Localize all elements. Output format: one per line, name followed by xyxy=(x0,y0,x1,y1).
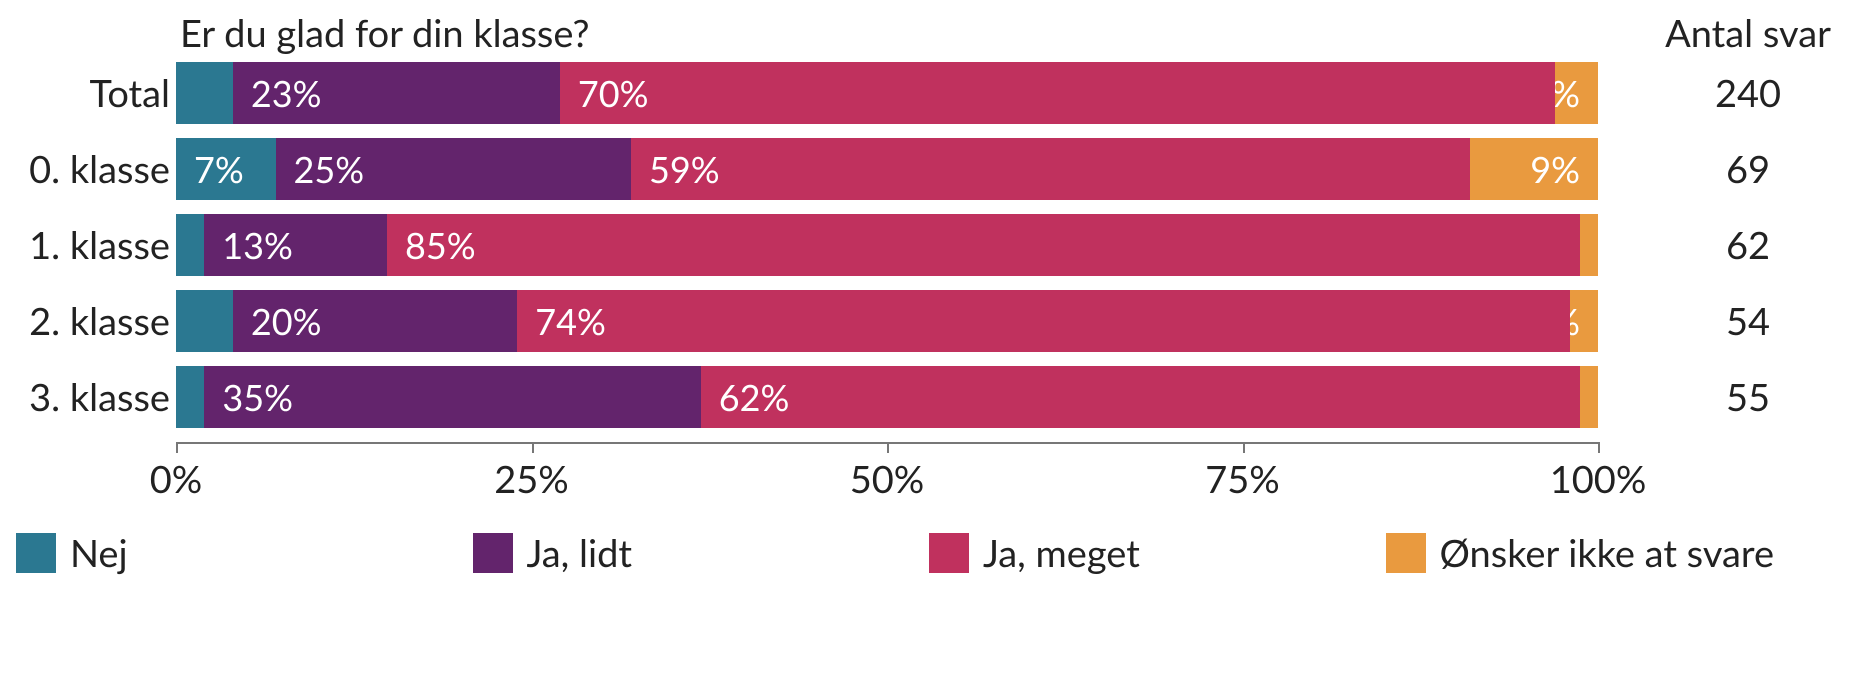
x-axis-tick-label: 50% xyxy=(850,456,925,502)
bar-segment-onsker xyxy=(1580,214,1598,276)
row-label: 1. klasse xyxy=(0,222,176,268)
bar-segment-onsker: 2% xyxy=(1570,290,1598,352)
bar-segment-label: 85% xyxy=(405,223,476,267)
count-header: Antal svar xyxy=(1638,10,1858,56)
bar-row: 1. klasse 13% 85% 62 xyxy=(0,214,1858,276)
bar-segment-label: 23% xyxy=(251,71,322,115)
bar-segment-nej xyxy=(176,214,204,276)
legend-item: Ja, lidt xyxy=(473,530,930,576)
row-count: 62 xyxy=(1638,222,1858,268)
bar-segment-nej xyxy=(176,290,233,352)
x-axis-tick-label: 25% xyxy=(494,456,569,502)
legend-item: Nej xyxy=(16,530,473,576)
bar-segment-label: 13% xyxy=(222,223,293,267)
bar-segment-ja_lidt: 13% xyxy=(204,214,387,276)
legend-label: Ja, meget xyxy=(983,530,1140,576)
row-label: 3. klasse xyxy=(0,374,176,420)
bar-segment-ja_meget: 85% xyxy=(387,214,1580,276)
bar-segment-nej xyxy=(176,62,233,124)
x-axis-tick xyxy=(176,442,178,453)
bar-segment-label: 25% xyxy=(294,147,365,191)
bar-track: 35% 62% 2% xyxy=(176,366,1598,428)
bar-track: 13% 85% xyxy=(176,214,1598,276)
row-label: Total xyxy=(0,70,176,116)
bar-segment-ja_meget: 70% xyxy=(560,62,1555,124)
legend: Nej Ja, lidt Ja, meget Ønsker ikke at svare xyxy=(0,512,1858,594)
x-axis-tick-label: 0% xyxy=(150,456,203,502)
x-axis-area: 0%25%50%75%100% xyxy=(176,442,1598,512)
legend-label: Ønsker ikke at svare xyxy=(1440,530,1775,576)
chart-header: Er du glad for din klasse? Antal svar xyxy=(0,10,1858,56)
chart-title: Er du glad for din klasse? xyxy=(176,10,1598,56)
row-count: 55 xyxy=(1638,374,1858,420)
bar-row: 0. klasse 7% 25% 59% 9% 69 xyxy=(0,138,1858,200)
bar-segment-label: 74% xyxy=(535,299,606,343)
row-count: 240 xyxy=(1638,70,1858,116)
legend-label: Nej xyxy=(70,530,128,576)
legend-label: Ja, lidt xyxy=(527,530,633,576)
bar-segment-onsker: 2% xyxy=(1580,366,1598,428)
legend-swatch xyxy=(473,533,513,573)
legend-item: Ønsker ikke at svare xyxy=(1386,530,1843,576)
bar-segment-label: 35% xyxy=(222,375,293,419)
bar-segment-onsker: 9% xyxy=(1470,138,1598,200)
bar-track: 7% 25% 59% 9% xyxy=(176,138,1598,200)
stacked-bar-chart: Er du glad for din klasse? Antal svar To… xyxy=(0,0,1858,594)
legend-swatch xyxy=(929,533,969,573)
bar-row: 2. klasse 20% 74% 2% 54 xyxy=(0,290,1858,352)
legend-swatch xyxy=(1386,533,1426,573)
legend-item: Ja, meget xyxy=(929,530,1386,576)
x-axis-tick-label: 100% xyxy=(1550,456,1647,502)
bar-segment-onsker: 3% xyxy=(1555,62,1598,124)
bar-segment-ja_lidt: 35% xyxy=(204,366,700,428)
bar-segment-label: 62% xyxy=(719,375,790,419)
bar-row: Total 23% 70% 3% 240 xyxy=(0,62,1858,124)
bar-segment-ja_lidt: 25% xyxy=(276,138,632,200)
bar-segment-ja_lidt: 20% xyxy=(233,290,517,352)
bar-segment-ja_meget: 62% xyxy=(701,366,1580,428)
bar-segment-nej xyxy=(176,366,204,428)
bar-segment-label: 9% xyxy=(1530,147,1580,191)
bar-row: 3. klasse 35% 62% 2% 55 xyxy=(0,366,1858,428)
bar-segment-ja_lidt: 23% xyxy=(233,62,560,124)
legend-swatch xyxy=(16,533,56,573)
bar-segment-ja_meget: 59% xyxy=(631,138,1470,200)
x-axis: 0% 25% 50% 75% 100% xyxy=(0,442,1858,512)
x-axis-tick xyxy=(532,442,534,453)
bar-segment-label: 20% xyxy=(251,299,322,343)
bar-segment-nej: 7% xyxy=(176,138,276,200)
bar-segment-label: 2% xyxy=(1570,299,1580,343)
bar-track: 20% 74% 2% xyxy=(176,290,1598,352)
bars-container: Total 23% 70% 3% 240 0. klasse 7% 25% 59% 9% 69 1. … xyxy=(0,62,1858,428)
x-axis-tick xyxy=(1243,442,1245,453)
row-count: 54 xyxy=(1638,298,1858,344)
row-label: 0. klasse xyxy=(0,146,176,192)
x-axis-tick xyxy=(1598,442,1600,453)
bar-segment-ja_meget: 74% xyxy=(517,290,1569,352)
bar-segment-label: 3% xyxy=(1555,71,1580,115)
bar-segment-label: 70% xyxy=(578,71,649,115)
bar-segment-label: 7% xyxy=(194,147,244,191)
x-axis-tick-label: 75% xyxy=(1205,456,1280,502)
bar-segment-label: 59% xyxy=(649,147,720,191)
row-count: 69 xyxy=(1638,146,1858,192)
bar-track: 23% 70% 3% xyxy=(176,62,1598,124)
row-label: 2. klasse xyxy=(0,298,176,344)
x-axis-tick xyxy=(887,442,889,453)
